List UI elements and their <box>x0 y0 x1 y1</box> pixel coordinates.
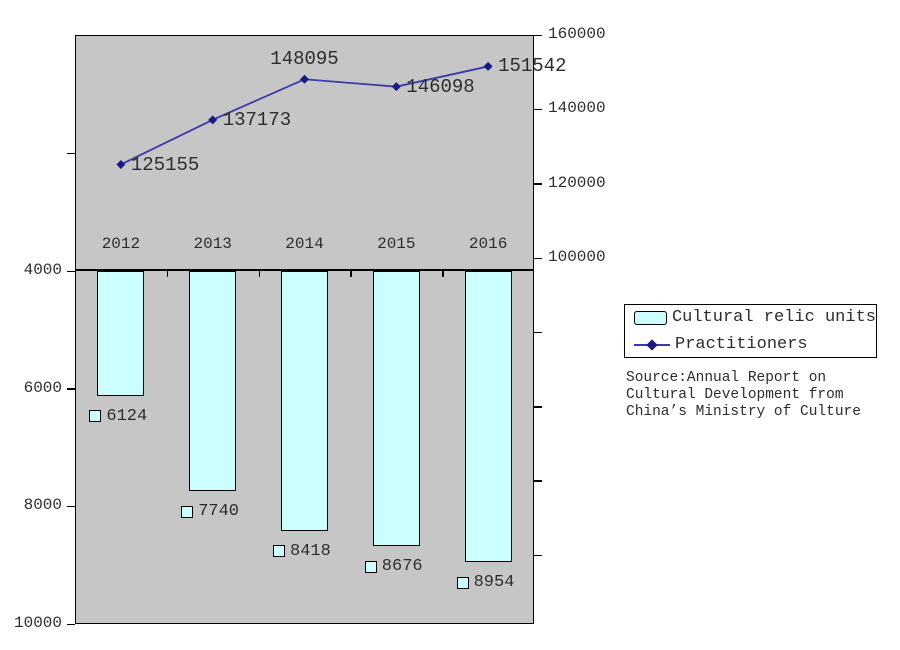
bar-2013 <box>189 271 237 492</box>
category-boundary-tick <box>258 271 261 277</box>
bar-data-label: 7740 <box>181 502 239 521</box>
left-axis-tick <box>67 388 75 390</box>
source-line-2: Cultural Development from <box>626 387 844 403</box>
category-label: 2016 <box>468 235 508 253</box>
category-boundary-tick <box>442 271 444 277</box>
bar-2015 <box>372 271 420 547</box>
legend-key-icon <box>456 576 469 589</box>
right-axis-tick <box>534 406 542 408</box>
right-axis-tick <box>534 554 542 556</box>
bar-value: 8418 <box>290 541 331 561</box>
bar-value: 6124 <box>106 406 148 426</box>
bar-2016 <box>464 271 512 563</box>
right-axis-tick <box>534 34 542 36</box>
category-label: 2012 <box>101 235 141 253</box>
category-boundary-tick <box>166 271 169 277</box>
right-axis-tick <box>534 480 542 482</box>
category-boundary-tick <box>350 271 352 277</box>
left-axis-tick-label: 4000 <box>23 261 62 279</box>
right-axis-tick-label: 120000 <box>548 173 606 192</box>
legend-key-icon <box>273 545 285 558</box>
legend-key-icon <box>89 410 102 423</box>
bar-value: 8954 <box>473 573 515 593</box>
bar-data-label: 8418 <box>273 542 331 561</box>
category-label: 2013 <box>193 235 232 253</box>
category-axis-line <box>75 269 534 271</box>
bar-swatch-icon <box>634 310 667 325</box>
bar-2014 <box>281 271 328 531</box>
line-data-label: 137173 <box>222 108 292 131</box>
legend-item-cultural-relic-units: Cultural relic units <box>634 306 876 329</box>
source-line-1: Source:Annual Report on <box>626 370 827 386</box>
source-note: Source:Annual Report on Cultural Develop… <box>626 370 861 421</box>
left-axis-tick <box>67 505 75 508</box>
right-axis-tick-label: 160000 <box>548 25 606 43</box>
left-axis-tick-label: 8000 <box>23 496 62 515</box>
source-line-3: China’s Ministry of Culture <box>626 404 861 420</box>
bar-2012 <box>97 271 145 396</box>
left-axis-tick-label: 6000 <box>23 378 62 397</box>
right-axis-tick <box>534 331 542 333</box>
legend: Cultural relic units Practitioners <box>624 304 877 358</box>
legend-key-icon <box>364 560 377 573</box>
line-swatch-icon <box>634 338 670 352</box>
line-data-label: 148095 <box>270 48 339 71</box>
line-data-label: 146098 <box>406 75 475 98</box>
right-axis-tick-label: 140000 <box>548 99 606 118</box>
bar-data-label: 6124 <box>89 407 147 426</box>
right-axis-tick <box>534 183 542 185</box>
right-axis-tick-label: 100000 <box>548 248 606 266</box>
bar-data-label: 8954 <box>456 573 515 593</box>
legend-item-practitioners: Practitioners <box>634 333 876 356</box>
bar-value: 7740 <box>198 502 239 522</box>
left-axis-tick-label: 10000 <box>13 614 62 632</box>
left-axis-tick <box>67 270 75 272</box>
line-data-label: 151542 <box>498 55 567 78</box>
legend-label: Cultural relic units <box>671 308 876 327</box>
legend-key-icon <box>181 505 194 518</box>
legend-label: Practitioners <box>675 335 808 354</box>
left-axis-tick <box>67 152 75 154</box>
right-axis-tick <box>534 257 542 259</box>
category-label: 2014 <box>285 235 324 253</box>
bar-data-label: 8676 <box>364 557 423 577</box>
right-axis-tick <box>534 108 542 111</box>
bar-value: 8676 <box>381 557 423 577</box>
line-data-label: 125155 <box>130 153 200 176</box>
left-axis-tick <box>67 623 75 625</box>
diamond-marker-icon <box>646 338 658 351</box>
category-label: 2015 <box>377 235 416 253</box>
